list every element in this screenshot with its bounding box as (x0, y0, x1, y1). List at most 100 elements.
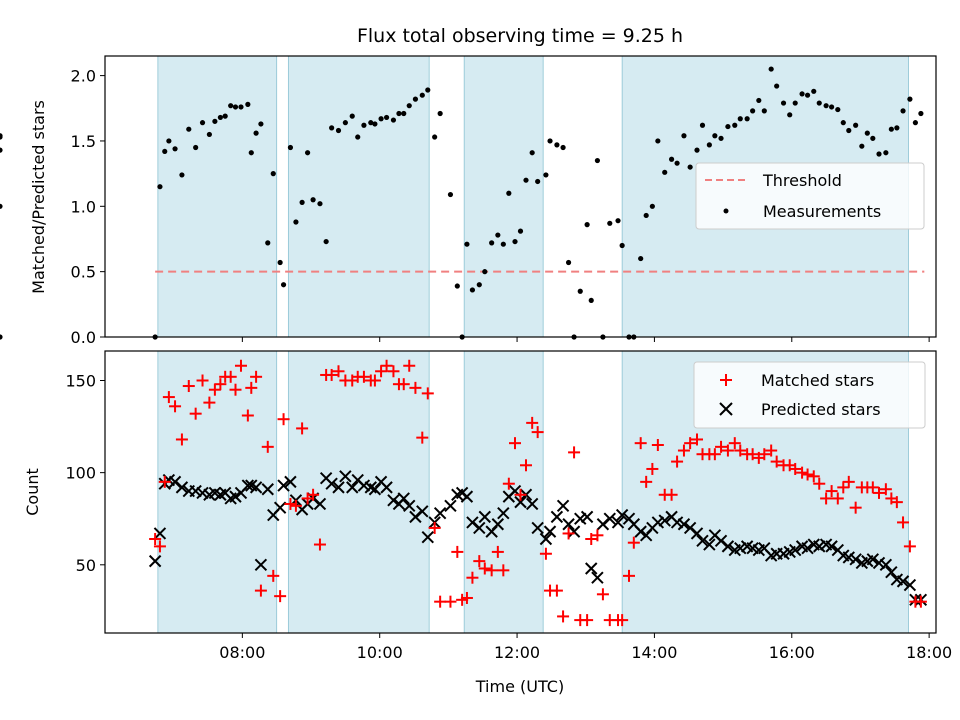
predicted-star-point (261, 483, 274, 496)
measurement-point (725, 123, 731, 130)
measurement-point (768, 66, 774, 72)
x-tick-label: 14:00 (631, 643, 677, 662)
predicted-star-point (229, 490, 242, 503)
matched-star-point (665, 488, 678, 501)
predicted-star-point (849, 553, 862, 566)
measurement-point (643, 212, 649, 219)
measurement-point (0, 133, 3, 139)
legend-predicted-label: Predicted stars (761, 400, 881, 419)
matched-star-point (466, 571, 479, 584)
bottom-legend: Matched stars Predicted stars (693, 361, 926, 429)
measurement-point (495, 232, 501, 238)
predicted-star-point (603, 512, 616, 525)
matched-star-point (715, 440, 728, 453)
predicted-star-point (325, 477, 338, 490)
measurement-point (277, 259, 283, 266)
measurement-point (894, 125, 900, 131)
matched-star-point (158, 475, 171, 488)
measurement-point (799, 91, 805, 97)
measurement-point (829, 104, 835, 110)
matched-star-point (789, 462, 802, 475)
matched-star-point (313, 538, 326, 551)
measurement-point (792, 100, 798, 106)
measurement-point (883, 150, 889, 156)
predicted-star-point (550, 510, 564, 524)
predicted-star-point (525, 497, 539, 511)
matched-star-point (325, 368, 338, 381)
shaded-interval-2 (463, 55, 544, 338)
matched-star-point (831, 492, 844, 505)
measurement-point (876, 151, 882, 157)
measurement-point (840, 120, 846, 126)
predicted-star-point (539, 532, 553, 546)
measurement-point (454, 283, 460, 289)
predicted-star-point (658, 514, 671, 527)
matched-star-point (903, 540, 916, 553)
predicted-star-point (567, 525, 581, 538)
matched-star-point (153, 540, 166, 553)
matched-star-point (651, 439, 664, 451)
measurement-point (206, 131, 212, 138)
measurement-point (560, 144, 566, 151)
matched-star-point (914, 595, 927, 608)
bottom-plot-frame (104, 350, 937, 634)
matched-star-point (801, 468, 814, 481)
predicted-star-point (460, 490, 474, 503)
predicted-star-point (885, 565, 898, 579)
matched-star-point (229, 383, 242, 396)
measurement-point (737, 116, 743, 122)
measurement-point (718, 135, 724, 141)
matched-star-point (387, 365, 400, 378)
matched-star-point (485, 564, 498, 577)
measurement-point (615, 218, 621, 224)
predicted-star-point (789, 543, 802, 557)
measurement-point (469, 287, 476, 293)
measurement-point (607, 220, 613, 226)
matched-star-point (149, 533, 162, 545)
matched-star-point (514, 488, 527, 501)
measurement-point (687, 164, 693, 170)
bottom-y-axis-label: Count (23, 468, 42, 516)
measurement-point (368, 120, 374, 126)
matched-star-point (849, 501, 862, 514)
measurement-point (888, 126, 894, 132)
top-y-axis-label: Matched/Predicted stars (29, 100, 48, 294)
measurement-point (447, 191, 454, 198)
predicted-star-point (696, 534, 709, 548)
matched-star-point (203, 396, 216, 409)
measurement-point (349, 113, 355, 119)
matched-star-point (284, 497, 297, 510)
measurement-point (859, 143, 865, 149)
predicted-star-point (175, 481, 189, 494)
measurement-point (517, 228, 524, 234)
measurement-point (912, 120, 918, 126)
predicted-star-point (721, 540, 735, 553)
matched-star-point (684, 437, 697, 450)
measurement-point (253, 130, 259, 136)
measurement-point (396, 110, 402, 117)
matched-star-point (375, 365, 388, 378)
matched-star-point (897, 516, 910, 529)
matched-star-point (770, 455, 783, 468)
measurement-point (529, 150, 535, 156)
matched-star-point (296, 422, 309, 435)
measurement-point (419, 92, 425, 98)
measurement-point (780, 100, 787, 106)
legend-matched-swatch (720, 374, 732, 386)
matched-star-point (261, 440, 274, 453)
measurement-point (464, 241, 470, 247)
measurement-point (157, 184, 163, 190)
matched-star-point (397, 378, 410, 391)
matched-star-point (519, 459, 532, 472)
matched-star-point (509, 437, 522, 450)
y-tick-label: 1.0 (71, 197, 96, 216)
measurement-point (594, 157, 601, 164)
measurement-point (750, 108, 756, 114)
measurement-point (853, 122, 859, 128)
matched-star-point (640, 475, 653, 488)
predicted-star-point (591, 571, 604, 584)
predicted-star-point (531, 521, 544, 535)
predicted-star-point (277, 479, 290, 492)
x-tick-label: 08:00 (219, 643, 265, 662)
matched-star-point (189, 407, 202, 420)
